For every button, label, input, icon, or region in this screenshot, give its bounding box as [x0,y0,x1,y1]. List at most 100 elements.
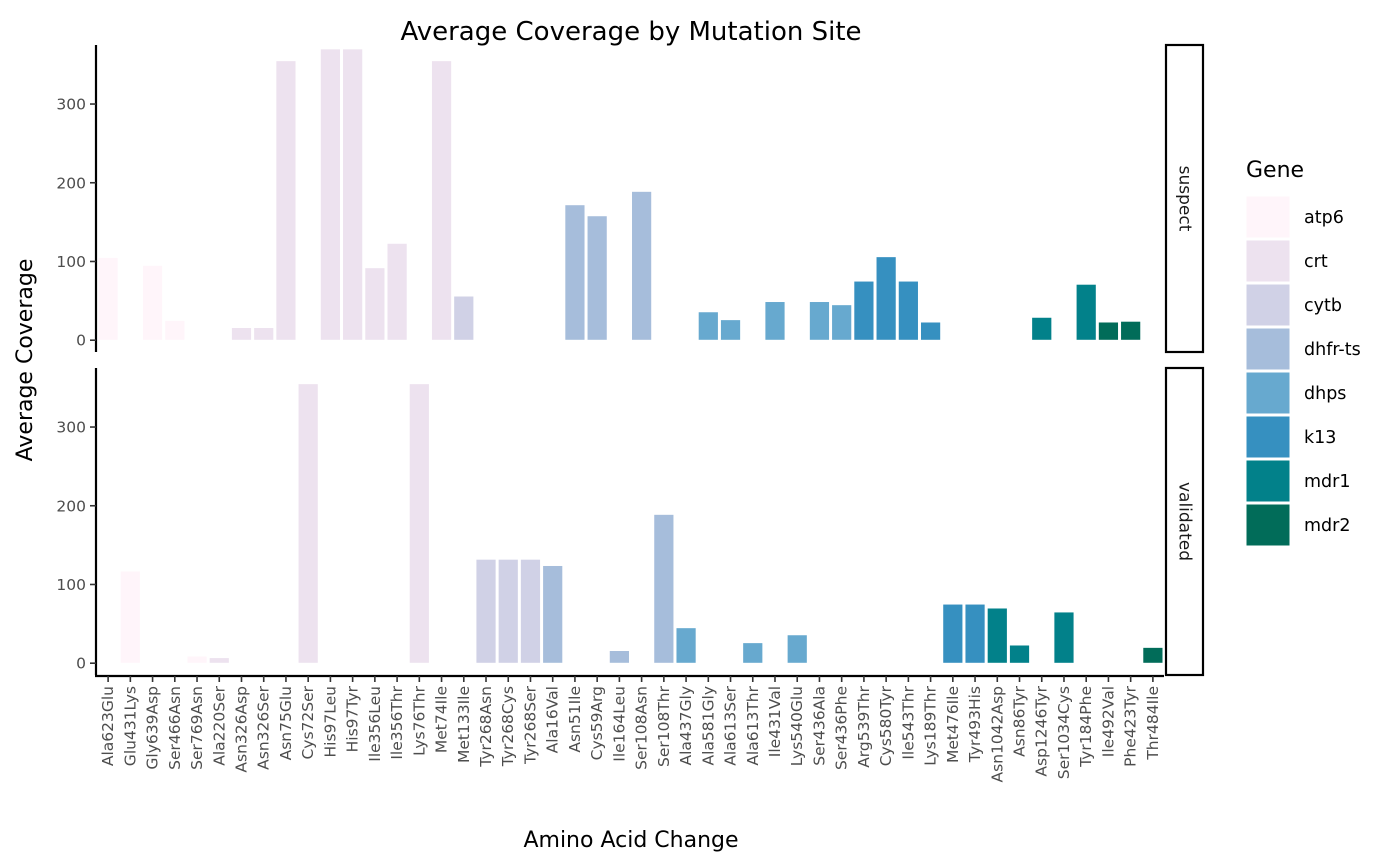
chart-panels: 0 100 200 300 suspect 0 100 200 300 validated [56,43,1205,677]
x-tick-label: Ala613Thr [744,685,762,765]
bar-validated-Tyr268Ser [520,558,541,664]
x-tick-label: Asn326Asp [232,686,250,773]
legend-label-dhps: dhps [1304,384,1346,404]
bar-suspect-Lys189Thr [920,321,942,341]
bar-validated-Asn86Tyr [1009,644,1030,664]
y-tick-label: 200 [56,497,86,515]
bar-suspect-Ile356Thr [386,242,408,341]
legend-label-dhfr-ts: dhfr-ts [1304,340,1361,360]
bar-suspect-Ile543Thr [897,280,919,341]
x-tick-label: Met74Ile [433,686,451,753]
bar-suspect-Asn326Ser [253,327,275,341]
bar-suspect-Tyr184Phe [1075,283,1097,341]
x-tick-label: Asn51Ile [566,686,584,753]
bar-validated-Ala16Val [542,565,564,664]
legend-key-dhps [1245,371,1291,415]
x-tick-label: Cys59Arg [588,686,606,760]
x-tick-label: Ser1034Cys [1055,686,1073,779]
x-tick-label: Cys580Tyr [877,685,895,766]
x-tick-label: Tyr493His [966,686,984,763]
x-tick-label: Ile431Val [766,686,784,757]
bar-suspect-His97Tyr [342,48,364,341]
legend-label-cytb: cytb [1304,296,1342,316]
legend-key-mdr2 [1245,503,1291,547]
bar-suspect-His97Leu [319,48,341,341]
x-tick-label: Ala623Glu [99,686,117,766]
bar-validated-Asn1042Asp [986,607,1008,664]
legend-key-mdr1 [1245,459,1291,503]
x-tick-label: Thr484Ile [1144,686,1162,761]
bar-suspect-Asp1246Tyr [1031,316,1053,341]
bar-suspect-Ile356Leu [364,267,386,341]
x-tick-label: Tyr268Asn [477,686,495,768]
x-tick-label: Ala220Ser [210,685,228,765]
x-tick-label: Asn326Ser [255,685,273,769]
bar-suspect-Asn326Asp [231,327,252,341]
x-tick-label: Ser466Asn [166,686,184,770]
x-tick-label: Phe423Tyr [1122,685,1140,767]
y-tick-label: 100 [56,576,86,594]
bar-suspect-Ser436Ala [809,301,830,341]
x-tick-label: Arg539Thr [855,685,873,767]
bar-validated-Tyr493His [964,603,986,664]
bar-validated-Tyr268Cys [497,558,519,664]
x-axis-title: Amino Acid Change [523,828,738,853]
x-tick-label: Gly639Asp [144,686,162,770]
bar-suspect-Met133Ile [453,295,475,341]
x-tick-label: Asn75Glu [277,686,295,760]
bar-validated-Cys72Ser [297,383,319,664]
bar-suspect-Ile492Val [1098,321,1119,341]
x-tick-label: Ser108Thr [655,685,673,767]
bar-suspect-Gly639Asp [142,265,163,341]
bar-suspect-Asn51Ile [564,204,586,341]
y-tick-label: 300 [56,96,86,114]
x-tick-label: Asp1246Tyr [1033,685,1051,776]
bar-validated-Lys540Glu [786,634,808,664]
bar-validated-Thr484Ile [1142,647,1164,664]
chart-title: Average Coverage by Mutation Site [400,17,861,47]
legend-label-crt: crt [1304,252,1328,272]
legend-key-crt [1245,239,1291,283]
bar-suspect-Asn75Glu [275,60,297,341]
bar-validated-Lys76Thr [408,383,430,664]
x-tick-label: Ser108Asn [633,686,651,770]
x-tick-label: Ser769Asn [188,686,206,770]
y-tick-label: 0 [76,332,86,350]
x-tick-label: Ala16Val [544,686,562,753]
bar-suspect-Cys59Arg [586,215,608,341]
bar-suspect-Ala613Ser [720,319,741,341]
x-tick-label: Met133Ile [455,686,473,763]
x-tick-label: Tyr184Phe [1077,686,1095,768]
bar-validated-Tyr268Asn [475,558,497,664]
x-tick-label: Lys540Glu [788,686,806,766]
bar-suspect-Ser108Asn [631,191,653,341]
x-tick-label: Met476Ile [944,686,962,763]
x-tick-label: Ile164Leu [610,686,628,762]
x-tick-label: Cys72Ser [299,685,317,759]
bar-suspect-Met74Ile [431,60,452,341]
facet-strip [1164,366,1205,677]
facet-strip-label: suspect [1175,166,1195,232]
x-tick-label: Asn86Tyr [1011,685,1029,756]
bar-suspect-Ile431Val [764,301,786,341]
bar-validated-Ser108Thr [653,514,675,664]
bar-validated-Ser769Asn [186,655,208,664]
x-tick-label: Tyr268Ser [521,685,539,765]
x-tick-label: Ile356Thr [388,685,406,759]
bar-suspect-Arg539Thr [853,280,875,341]
bar-suspect-Ser466Asn [164,320,186,341]
x-tick-label: Lys76Thr [410,685,428,755]
x-tick-label: Ile543Thr [899,685,917,759]
x-axis: Ala623Glu Glu431Lys Gly639Asp Ser466Asn Ser7… [95,674,1164,782]
x-tick-label: Tyr268Cys [499,686,517,767]
bar-validated-Ile164Leu [608,650,630,664]
bar-validated-Ala437Gly [675,627,697,664]
x-tick-label: Ser436Ala [810,686,828,766]
legend-key-k13 [1245,415,1291,459]
legend-label-mdr2: mdr2 [1304,516,1350,536]
y-axis-title: Average Coverage [13,259,38,462]
panel-validated: 0 100 200 300 validated [56,366,1205,677]
bar-suspect-Ala581Gly [697,311,719,341]
bar-suspect-Cys580Tyr [875,256,897,341]
